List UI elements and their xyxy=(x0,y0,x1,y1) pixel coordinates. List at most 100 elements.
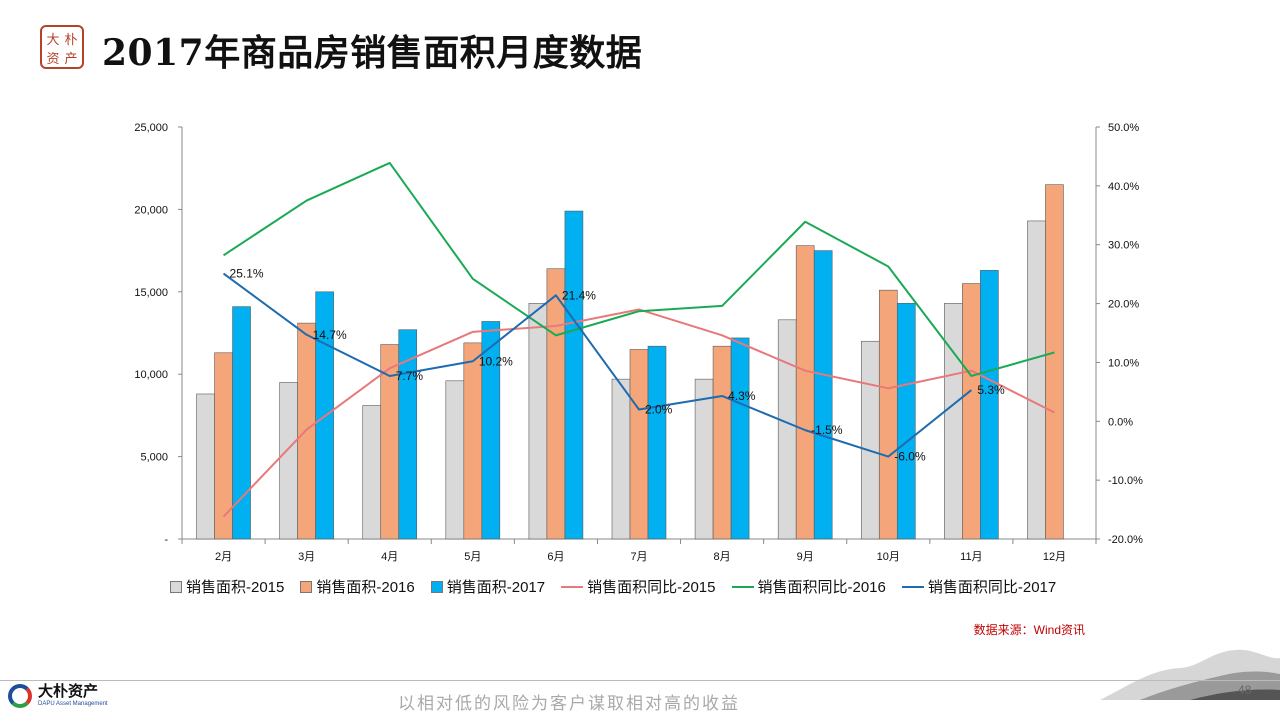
data-label: 25.1% xyxy=(230,267,264,281)
legend-swatch xyxy=(430,580,443,593)
legend-swatch xyxy=(731,585,754,588)
x-tick-label: 3月 xyxy=(298,551,315,563)
bar xyxy=(694,378,714,540)
x-tick-label: 2月 xyxy=(215,551,232,563)
bar xyxy=(629,349,649,540)
x-tick-label: 8月 xyxy=(714,551,731,563)
left-tick-label: 20,000 xyxy=(134,204,168,216)
bar xyxy=(878,289,898,540)
data-label: 7.7% xyxy=(396,369,424,383)
bar xyxy=(362,405,382,540)
bar xyxy=(445,380,465,540)
data-label: 2.0% xyxy=(645,403,673,417)
legend-item-2015-area: 销售面积-2015 xyxy=(170,576,284,597)
company-logo-icon xyxy=(8,684,32,708)
bar xyxy=(860,340,880,540)
legend-swatch xyxy=(561,585,584,588)
data-label: -1.5% xyxy=(811,423,843,437)
legend-label: 销售面积同比-2016 xyxy=(757,579,886,596)
bar xyxy=(463,342,483,540)
legend-item-2017-yoy: 销售面积同比-2017 xyxy=(901,576,1057,597)
legend-item-2016-yoy: 销售面积同比-2016 xyxy=(731,576,886,597)
brand-name: 大朴资产 xyxy=(38,683,99,700)
bar xyxy=(777,319,797,540)
bar xyxy=(1045,184,1064,540)
x-tick-label: 5月 xyxy=(464,551,481,563)
data-label: -6.0% xyxy=(894,450,926,464)
right-tick-label: -20.0% xyxy=(1108,534,1143,546)
seal-char: 资 xyxy=(46,52,60,67)
series-line xyxy=(222,272,972,458)
legend-label: 销售面积-2016 xyxy=(316,579,415,596)
bar xyxy=(944,303,963,540)
x-tick-label: 6月 xyxy=(547,551,564,563)
bar xyxy=(546,268,566,540)
footer-divider xyxy=(0,680,1280,681)
legend-item-2017-area: 销售面积-2017 xyxy=(430,576,546,597)
seal-char: 大 xyxy=(46,33,60,48)
bar xyxy=(279,382,298,540)
bar xyxy=(647,345,667,540)
bar xyxy=(398,329,418,540)
bar xyxy=(962,283,981,540)
right-tick-label: -10.0% xyxy=(1108,475,1143,487)
x-tick-label: 7月 xyxy=(630,551,647,563)
source-note: 数据来源：Wind资讯 xyxy=(973,623,1085,637)
left-tick-label: - xyxy=(164,534,168,546)
ink-landscape-decoration xyxy=(1100,649,1280,700)
right-tick-label: 20.0% xyxy=(1108,299,1139,311)
bar xyxy=(980,270,999,540)
bar xyxy=(481,321,501,540)
legend-label: 销售面积同比-2017 xyxy=(927,579,1057,596)
legend-swatch xyxy=(170,580,182,593)
seal-char: 产 xyxy=(64,52,78,67)
sales-area-chart: - 5,000 10,000 15,000 20,000 25,000 -20.0% -10.… xyxy=(134,122,1143,563)
right-tick-label: 0.0% xyxy=(1108,416,1133,428)
x-tick-label: 10月 xyxy=(877,551,900,563)
x-tick-label: 9月 xyxy=(797,551,814,563)
bar xyxy=(297,322,316,540)
legend-swatch xyxy=(300,580,313,593)
series-line xyxy=(222,308,1055,518)
data-label: 4.3% xyxy=(728,389,756,403)
x-tick-label: 12月 xyxy=(1043,551,1066,563)
data-label: 21.4% xyxy=(562,288,596,302)
legend-label: 销售面积同比-2015 xyxy=(587,579,716,596)
bar xyxy=(795,245,815,540)
legend-swatch xyxy=(901,585,924,588)
bar xyxy=(196,393,215,540)
right-tick-label: 40.0% xyxy=(1108,181,1139,193)
bar xyxy=(232,306,251,540)
bar xyxy=(813,250,833,540)
page-title: 2017年商品房销售面积月度数据 xyxy=(102,32,643,74)
data-label: 10.2% xyxy=(479,354,513,368)
bar xyxy=(1027,220,1046,540)
bar xyxy=(528,303,548,540)
right-tick-label: 50.0% xyxy=(1108,122,1139,134)
x-tick-label: 11月 xyxy=(960,551,982,563)
series-line xyxy=(222,161,1055,377)
bar xyxy=(896,303,916,540)
legend-label: 销售面积-2015 xyxy=(186,579,285,596)
brand-logo-block: 大朴资产 DAPU Asset Management xyxy=(8,684,108,708)
legend-label: 销售面积-2017 xyxy=(446,579,546,596)
bar xyxy=(712,345,732,540)
seal-char: 朴 xyxy=(64,33,78,48)
data-label: 5.3% xyxy=(977,383,1005,397)
left-tick-label: 25,000 xyxy=(134,122,168,134)
footer-slogan: 以相对低的风险为客户谋取相对高的收益 xyxy=(398,694,740,714)
right-tick-label: 10.0% xyxy=(1108,357,1139,369)
left-tick-label: 15,000 xyxy=(134,287,168,299)
bar xyxy=(611,378,631,540)
bar xyxy=(564,210,584,540)
page-number: 48 xyxy=(1238,683,1252,697)
company-seal: 大 朴 资 产 xyxy=(40,25,84,69)
legend-item-2016-area: 销售面积-2016 xyxy=(300,576,415,597)
left-tick-label: 5,000 xyxy=(140,452,168,464)
chart-legend: 销售面积-2015 销售面积-2016 销售面积-2017 销售面积同比-201… xyxy=(170,576,1130,597)
bar xyxy=(730,337,750,540)
x-tick-label: 4月 xyxy=(381,551,398,563)
right-tick-label: 30.0% xyxy=(1108,240,1139,252)
brand-english-name: DAPU Asset Management xyxy=(38,701,108,707)
data-label: 14.7% xyxy=(313,328,347,342)
